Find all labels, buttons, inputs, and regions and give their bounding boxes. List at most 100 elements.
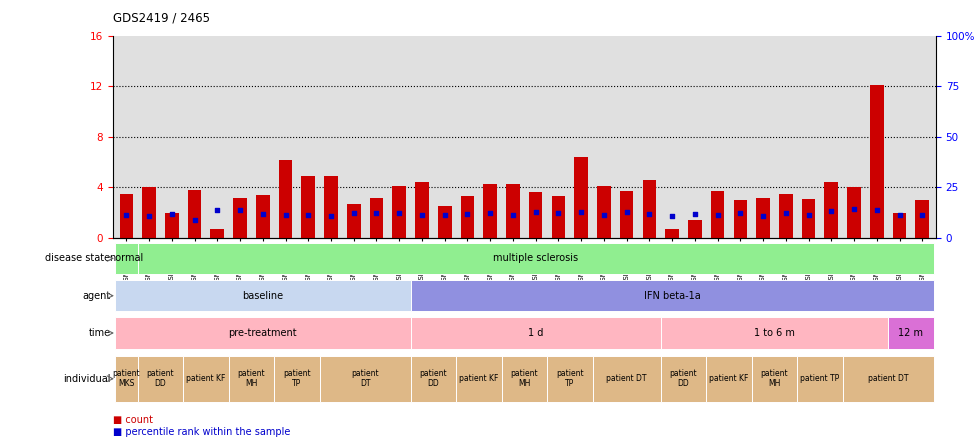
- Bar: [369, 198, 383, 238]
- Point: [869, 206, 885, 214]
- Point: [415, 212, 430, 219]
- Point: [914, 212, 930, 219]
- FancyBboxPatch shape: [593, 356, 661, 401]
- Bar: [779, 194, 793, 238]
- Point: [346, 209, 362, 216]
- Text: patient TP: patient TP: [801, 374, 840, 383]
- Point: [255, 210, 270, 217]
- Text: baseline: baseline: [242, 291, 283, 301]
- FancyBboxPatch shape: [411, 280, 934, 311]
- Point: [187, 216, 203, 223]
- Point: [437, 212, 453, 219]
- Point: [756, 212, 771, 219]
- Bar: [870, 85, 884, 238]
- FancyBboxPatch shape: [888, 317, 934, 349]
- Text: patient
DD: patient DD: [419, 369, 447, 388]
- FancyBboxPatch shape: [752, 356, 797, 401]
- Point: [119, 211, 134, 218]
- Bar: [688, 220, 702, 238]
- Bar: [665, 229, 679, 238]
- Point: [232, 206, 248, 214]
- FancyBboxPatch shape: [502, 356, 547, 401]
- Bar: [824, 182, 838, 238]
- Point: [664, 212, 680, 219]
- Bar: [529, 192, 543, 238]
- Text: time: time: [88, 328, 111, 338]
- FancyBboxPatch shape: [115, 243, 138, 274]
- Point: [710, 212, 725, 219]
- Bar: [188, 190, 201, 238]
- Bar: [461, 196, 474, 238]
- Bar: [506, 183, 519, 238]
- FancyBboxPatch shape: [661, 317, 888, 349]
- Point: [687, 210, 703, 217]
- Text: 1 d: 1 d: [528, 328, 543, 338]
- Bar: [802, 199, 815, 238]
- Text: patient
DD: patient DD: [669, 369, 698, 388]
- FancyBboxPatch shape: [115, 317, 411, 349]
- Point: [846, 206, 861, 213]
- Point: [573, 208, 589, 215]
- Text: patient
TP: patient TP: [283, 369, 311, 388]
- Bar: [893, 213, 907, 238]
- Text: ■ count: ■ count: [113, 415, 153, 424]
- Point: [141, 212, 157, 219]
- Text: patient
DT: patient DT: [351, 369, 379, 388]
- Bar: [165, 213, 178, 238]
- Bar: [552, 196, 565, 238]
- Text: patient DT: patient DT: [607, 374, 647, 383]
- Text: GDS2419 / 2465: GDS2419 / 2465: [113, 12, 210, 24]
- Bar: [848, 187, 860, 238]
- Text: patient KF: patient KF: [460, 374, 499, 383]
- FancyBboxPatch shape: [547, 356, 593, 401]
- FancyBboxPatch shape: [456, 356, 502, 401]
- Bar: [347, 204, 361, 238]
- Point: [391, 210, 407, 217]
- FancyBboxPatch shape: [115, 280, 411, 311]
- Point: [368, 209, 384, 216]
- Text: pre-treatment: pre-treatment: [228, 328, 297, 338]
- Bar: [324, 176, 338, 238]
- Bar: [438, 206, 452, 238]
- Point: [277, 211, 293, 218]
- FancyBboxPatch shape: [228, 356, 274, 401]
- Point: [596, 212, 612, 219]
- Bar: [211, 229, 224, 238]
- Bar: [483, 183, 497, 238]
- Point: [164, 210, 179, 217]
- Bar: [302, 176, 316, 238]
- Text: patient
MH: patient MH: [511, 369, 538, 388]
- FancyBboxPatch shape: [707, 356, 752, 401]
- Text: multiple sclerosis: multiple sclerosis: [493, 254, 578, 263]
- Text: patient DT: patient DT: [868, 374, 908, 383]
- Bar: [574, 157, 588, 238]
- Point: [505, 212, 520, 219]
- Text: patient
MKS: patient MKS: [113, 369, 140, 388]
- FancyBboxPatch shape: [138, 243, 934, 274]
- FancyBboxPatch shape: [183, 356, 228, 401]
- Point: [778, 210, 794, 217]
- Point: [732, 210, 748, 217]
- Point: [801, 212, 816, 219]
- Point: [301, 212, 317, 219]
- Point: [642, 210, 658, 217]
- Text: 1 to 6 m: 1 to 6 m: [754, 328, 795, 338]
- Text: disease state: disease state: [45, 254, 111, 263]
- Text: patient
DD: patient DD: [147, 369, 174, 388]
- FancyBboxPatch shape: [115, 356, 138, 401]
- Text: patient
MH: patient MH: [760, 369, 788, 388]
- Text: agent: agent: [82, 291, 111, 301]
- Point: [460, 210, 475, 217]
- Point: [528, 209, 544, 216]
- Bar: [278, 159, 292, 238]
- Bar: [256, 195, 270, 238]
- Bar: [643, 180, 657, 238]
- FancyBboxPatch shape: [411, 317, 661, 349]
- FancyBboxPatch shape: [138, 356, 183, 401]
- Bar: [416, 182, 429, 238]
- Text: ■ percentile rank within the sample: ■ percentile rank within the sample: [113, 427, 290, 436]
- Text: patient KF: patient KF: [186, 374, 225, 383]
- FancyBboxPatch shape: [274, 356, 319, 401]
- Bar: [733, 200, 747, 238]
- Text: normal: normal: [109, 254, 143, 263]
